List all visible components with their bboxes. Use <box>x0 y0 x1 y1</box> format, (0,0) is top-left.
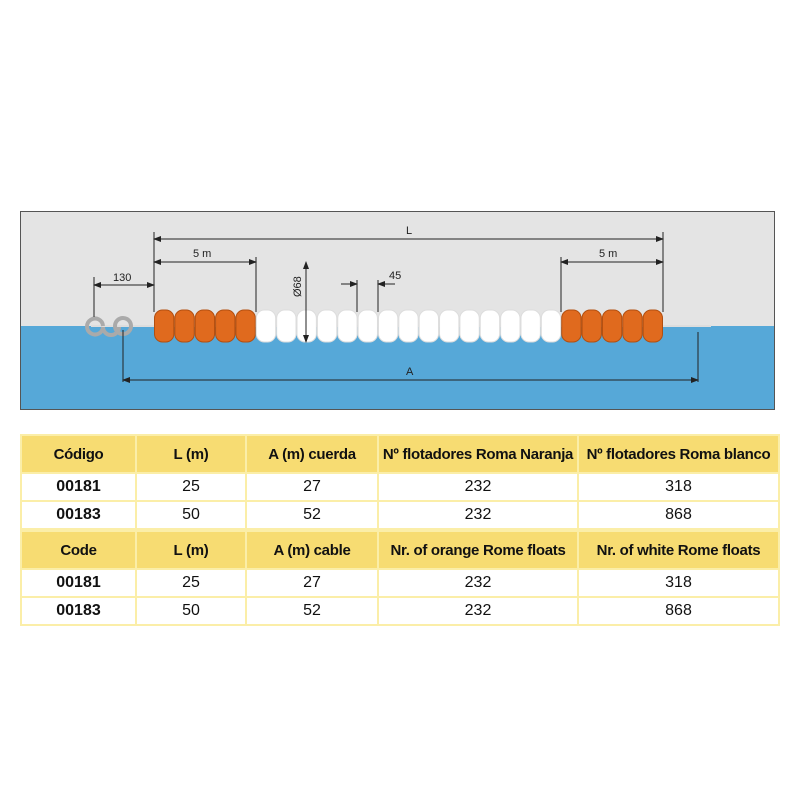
floats-group <box>154 309 664 343</box>
cell: 868 <box>577 500 780 530</box>
white-float <box>520 309 541 343</box>
cell: 232 <box>377 568 579 598</box>
cell: 50 <box>135 500 247 530</box>
header-cell: L (m) <box>135 434 247 474</box>
diagram-svg: L 5 m 5 m 130 Ø68 45 A <box>21 225 774 409</box>
header-cell: Nr. of orange Rome floats <box>377 530 579 570</box>
orange-float <box>561 309 582 343</box>
spec-table-english: Code L (m) A (m) cable Nr. of orange Rom… <box>20 530 780 626</box>
cell: 25 <box>135 568 247 598</box>
table-header-row: Code L (m) A (m) cable Nr. of orange Rom… <box>20 530 780 570</box>
header-cell: Code <box>20 530 137 570</box>
table-row: 00183 50 52 232 868 <box>20 500 780 530</box>
label-130: 130 <box>113 272 131 284</box>
header-cell: Código <box>20 434 137 474</box>
header-cell: Nr. of white Rome floats <box>577 530 780 570</box>
white-float <box>459 309 480 343</box>
cell: 25 <box>135 472 247 502</box>
cell: 00181 <box>20 568 137 598</box>
orange-float <box>601 309 623 343</box>
cell: 27 <box>245 472 379 502</box>
cell: 00183 <box>20 596 137 626</box>
orange-float <box>154 309 175 343</box>
label-diameter: Ø68 <box>292 276 304 297</box>
cell: 318 <box>577 472 780 502</box>
table-row: 00181 25 27 232 318 <box>20 568 780 598</box>
cell: 52 <box>245 500 379 530</box>
white-float <box>255 309 277 343</box>
label-A: A <box>406 366 414 378</box>
table-row: 00183 50 52 232 868 <box>20 596 780 626</box>
cell: 52 <box>245 596 379 626</box>
cell: 232 <box>377 472 579 502</box>
white-float <box>398 309 419 343</box>
white-float <box>540 309 562 343</box>
orange-float <box>215 309 236 343</box>
orange-float <box>642 309 664 343</box>
water <box>21 326 774 409</box>
white-float <box>296 309 317 343</box>
cell: 50 <box>135 596 247 626</box>
cell: 27 <box>245 568 379 598</box>
spec-table-spanish: Código L (m) A (m) cuerda Nº flotadores … <box>20 434 780 530</box>
cell: 00181 <box>20 472 137 502</box>
header-cell: A (m) cable <box>245 530 379 570</box>
white-float <box>479 309 501 343</box>
label-45: 45 <box>389 270 401 282</box>
table-header-row: Código L (m) A (m) cuerda Nº flotadores … <box>20 434 780 474</box>
label-5m-right: 5 m <box>599 248 617 260</box>
header-cell: Nº flotadores Roma blanco <box>577 434 780 474</box>
white-float <box>439 309 460 343</box>
white-float <box>377 309 399 343</box>
header-cell: A (m) cuerda <box>245 434 379 474</box>
orange-float <box>235 309 256 343</box>
cell: 318 <box>577 568 780 598</box>
white-float <box>337 309 358 343</box>
white-float <box>276 309 297 343</box>
lane-rope-diagram: L 5 m 5 m 130 Ø68 45 A <box>20 211 775 410</box>
white-float <box>357 309 378 343</box>
orange-float <box>174 309 195 343</box>
orange-float <box>194 309 216 343</box>
table-row: 00181 25 27 232 318 <box>20 472 780 502</box>
label-L: L <box>406 225 412 237</box>
white-float <box>316 309 338 343</box>
white-float <box>500 309 521 343</box>
cell: 00183 <box>20 500 137 530</box>
cell: 232 <box>377 596 579 626</box>
label-5m-left: 5 m <box>193 248 211 260</box>
cell: 868 <box>577 596 780 626</box>
header-cell: L (m) <box>135 530 247 570</box>
cell: 232 <box>377 500 579 530</box>
orange-float <box>622 309 643 343</box>
header-cell: Nº flotadores Roma Naranja <box>377 434 579 474</box>
orange-float <box>581 309 602 343</box>
white-float <box>418 309 440 343</box>
